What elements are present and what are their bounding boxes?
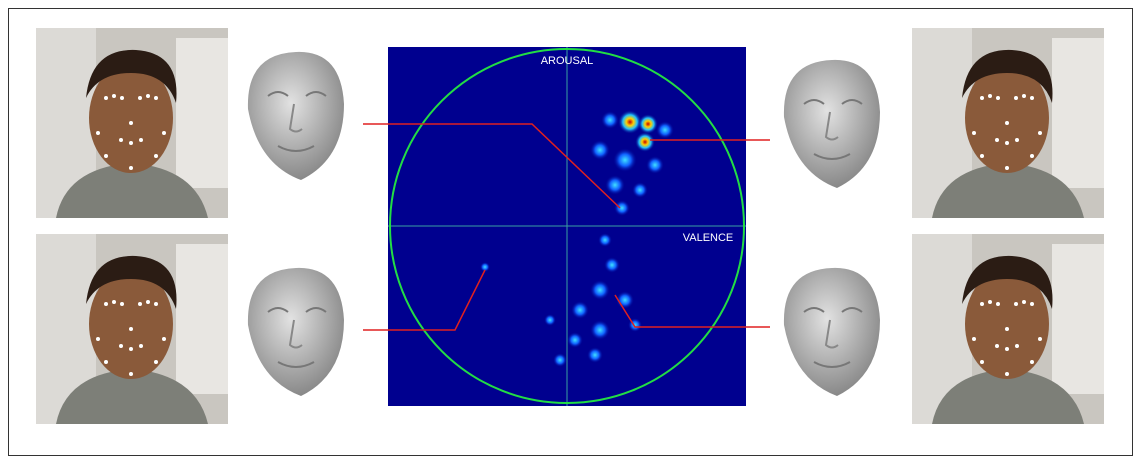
photo	[36, 28, 228, 218]
face-model	[784, 268, 880, 396]
figure: AROUSAL VALENCE	[0, 0, 1142, 469]
face-model	[248, 268, 344, 396]
heatmap: AROUSAL VALENCE	[388, 47, 746, 406]
photo	[912, 28, 1104, 218]
page: AROUSAL VALENCE (() => { const data = JS…	[0, 0, 1142, 469]
photo	[912, 234, 1104, 424]
axis-label: AROUSAL	[541, 55, 594, 67]
face-model	[248, 52, 344, 180]
photo	[36, 234, 228, 424]
axis-label: VALENCE	[683, 232, 734, 244]
face-model	[784, 60, 880, 188]
